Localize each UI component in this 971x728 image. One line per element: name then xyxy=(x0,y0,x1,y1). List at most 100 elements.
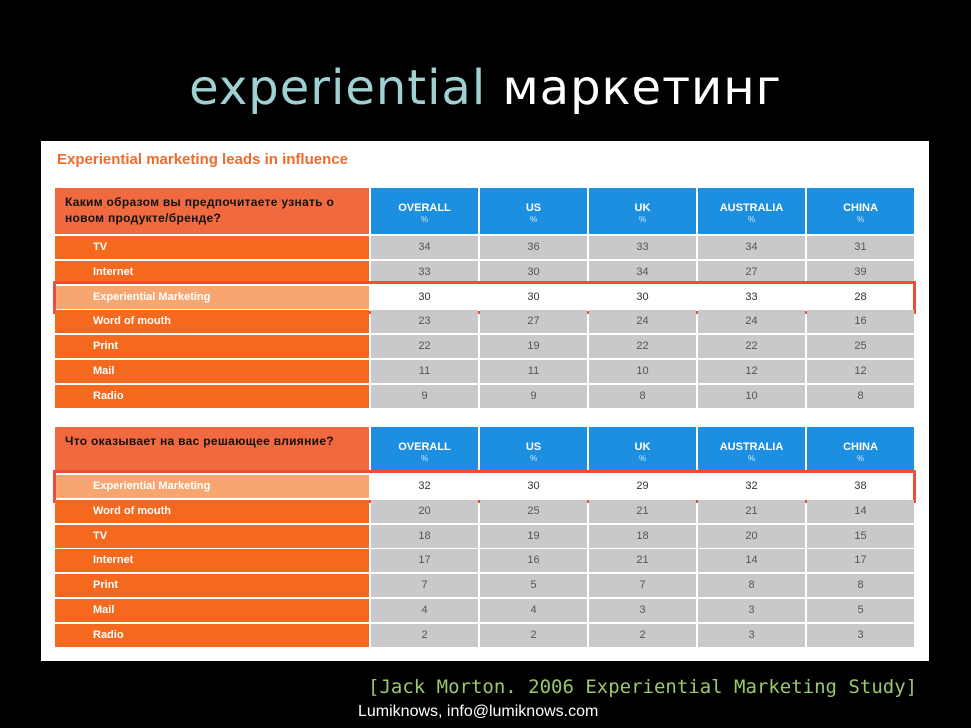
data-cell-overall: 30 xyxy=(371,285,478,309)
column-unit: % xyxy=(638,215,647,224)
data-cell-us: 19 xyxy=(480,335,587,359)
data-cell-uk: 22 xyxy=(589,335,696,359)
data-cell-china: 31 xyxy=(807,236,914,259)
data-cell-china: 12 xyxy=(807,360,914,383)
data-cell-australia: 24 xyxy=(698,310,805,334)
data-cell-uk: 2 xyxy=(589,623,696,647)
data-cell-china: 39 xyxy=(807,260,914,284)
column-name: US xyxy=(525,202,542,214)
column-unit: % xyxy=(747,215,756,224)
data-cell-uk: 7 xyxy=(589,574,696,598)
column-unit: % xyxy=(420,454,429,463)
data-cell-australia: 33 xyxy=(698,285,805,309)
data-cell-uk: 18 xyxy=(589,524,696,548)
row-label: Radio xyxy=(55,623,369,647)
column-name: CHINA xyxy=(843,202,878,214)
data-cell-china: 38 xyxy=(807,475,914,498)
data-cell-overall: 20 xyxy=(371,499,478,523)
data-cell-overall: 17 xyxy=(371,549,478,573)
data-cell-australia: 21 xyxy=(698,499,805,523)
row-label: TV xyxy=(55,236,369,259)
column-header-us: US% xyxy=(480,188,587,234)
column-unit: % xyxy=(638,454,647,463)
data-cell-china: 16 xyxy=(807,310,914,334)
data-cell-china: 3 xyxy=(807,623,914,647)
data-cell-overall: 22 xyxy=(371,335,478,359)
column-unit: % xyxy=(747,454,756,463)
row-label: Experiential Marketing xyxy=(55,475,369,498)
data-cell-china: 28 xyxy=(807,285,914,309)
data-cell-us: 30 xyxy=(480,285,587,309)
data-cell-australia: 32 xyxy=(698,475,805,498)
data-cell-uk: 3 xyxy=(589,599,696,622)
data-cell-us: 9 xyxy=(480,384,587,408)
data-cell-overall: 7 xyxy=(371,574,478,598)
data-cell-uk: 21 xyxy=(589,549,696,573)
row-label: Experiential Marketing xyxy=(55,285,369,309)
row-label: TV xyxy=(55,524,369,548)
column-name: OVERALL xyxy=(398,202,451,214)
column-name: UK xyxy=(634,441,651,453)
data-cell-china: 8 xyxy=(807,384,914,408)
title-part-experiential: experiential xyxy=(189,60,487,116)
data-cell-china: 25 xyxy=(807,335,914,359)
row-label: Print xyxy=(55,335,369,359)
data-cell-us: 5 xyxy=(480,574,587,598)
slide-title: experiential маркетинг xyxy=(0,58,971,118)
data-cell-overall: 33 xyxy=(371,260,478,284)
data-cell-uk: 34 xyxy=(589,260,696,284)
row-label: Print xyxy=(55,574,369,598)
data-cell-uk: 21 xyxy=(589,499,696,523)
question-cell: Что оказывает на вас решающее влияние? xyxy=(55,427,369,473)
data-cell-overall: 4 xyxy=(371,599,478,622)
row-label: Radio xyxy=(55,384,369,408)
row-label: Word of mouth xyxy=(55,499,369,523)
data-cell-australia: 34 xyxy=(698,236,805,259)
data-cell-us: 27 xyxy=(480,310,587,334)
data-cell-overall: 34 xyxy=(371,236,478,259)
data-cell-uk: 33 xyxy=(589,236,696,259)
column-unit: % xyxy=(856,454,865,463)
title-part-marketing: маркетинг xyxy=(502,60,782,116)
data-cell-australia: 14 xyxy=(698,549,805,573)
column-name: CHINA xyxy=(843,441,878,453)
data-cell-overall: 32 xyxy=(371,475,478,498)
data-cell-australia: 20 xyxy=(698,524,805,548)
contact-info: Lumiknows, info@lumiknows.com xyxy=(358,703,599,720)
column-header-australia: AUSTRALIA% xyxy=(698,427,805,473)
row-label: Mail xyxy=(55,599,369,622)
column-name: AUSTRALIA xyxy=(719,202,784,214)
data-cell-us: 36 xyxy=(480,236,587,259)
data-cell-us: 16 xyxy=(480,549,587,573)
data-cell-overall: 9 xyxy=(371,384,478,408)
data-cell-overall: 23 xyxy=(371,310,478,334)
source-citation: [Jack Morton. 2006 Experiential Marketin… xyxy=(368,676,918,698)
column-name: OVERALL xyxy=(398,441,451,453)
column-unit: % xyxy=(420,215,429,224)
data-cell-australia: 3 xyxy=(698,599,805,622)
data-cell-china: 5 xyxy=(807,599,914,622)
data-cell-overall: 18 xyxy=(371,524,478,548)
data-cell-us: 2 xyxy=(480,623,587,647)
row-label: Internet xyxy=(55,549,369,573)
data-cell-uk: 24 xyxy=(589,310,696,334)
data-cell-australia: 3 xyxy=(698,623,805,647)
data-cell-uk: 29 xyxy=(589,475,696,498)
column-unit: % xyxy=(529,454,538,463)
chart-panel: Experiential marketing leads in influenc… xyxy=(41,141,929,661)
data-cell-china: 17 xyxy=(807,549,914,573)
column-unit: % xyxy=(856,215,865,224)
data-cell-uk: 30 xyxy=(589,285,696,309)
column-header-overall: OVERALL% xyxy=(371,188,478,234)
data-cell-uk: 8 xyxy=(589,384,696,408)
column-header-australia: AUSTRALIA% xyxy=(698,188,805,234)
data-cell-australia: 27 xyxy=(698,260,805,284)
column-name: AUSTRALIA xyxy=(719,441,784,453)
column-header-uk: UK% xyxy=(589,188,696,234)
row-label: Word of mouth xyxy=(55,310,369,334)
data-cell-overall: 2 xyxy=(371,623,478,647)
data-cell-china: 14 xyxy=(807,499,914,523)
column-unit: % xyxy=(529,215,538,224)
question-cell: Каким образом вы предпочитаете узнать о … xyxy=(55,188,369,234)
row-label: Mail xyxy=(55,360,369,383)
